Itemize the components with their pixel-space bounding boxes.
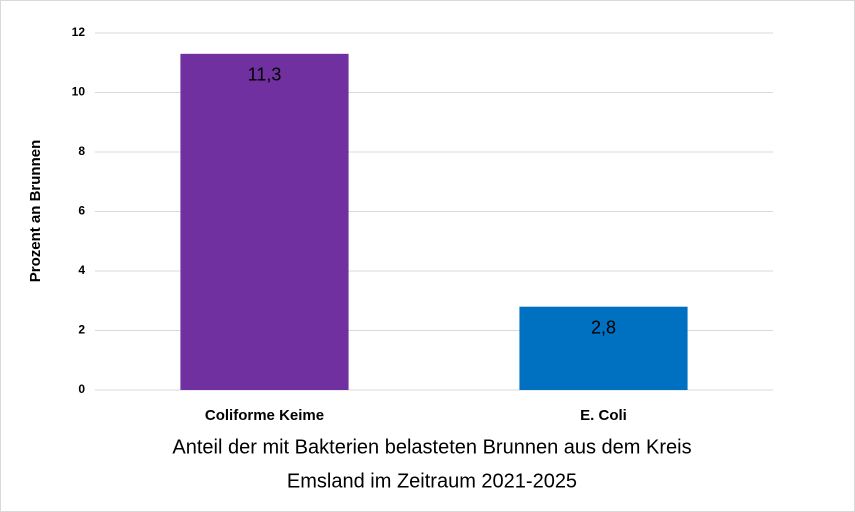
x-axis-title: Anteil der mit Bakterien belasteten Brun…	[172, 436, 691, 458]
y-tick-label: 2	[78, 323, 85, 337]
y-axis-title: Prozent an Brunnen	[27, 140, 44, 283]
value-label: 11,3	[248, 65, 282, 85]
y-tick-label: 8	[78, 144, 85, 158]
bar	[519, 306, 688, 390]
y-tick-label: 4	[78, 263, 85, 277]
y-tick-label: 0	[78, 382, 85, 396]
x-tick-label: E. Coli	[580, 407, 627, 424]
bar	[180, 53, 349, 390]
y-tick-label: 10	[72, 85, 86, 99]
y-tick-label: 12	[72, 25, 86, 39]
value-label: 2,8	[591, 317, 616, 337]
y-tick-label: 6	[78, 204, 85, 218]
x-tick-label: Coliforme Keime	[205, 407, 324, 424]
x-axis-title: Emsland im Zeitraum 2021-2025	[287, 470, 577, 492]
